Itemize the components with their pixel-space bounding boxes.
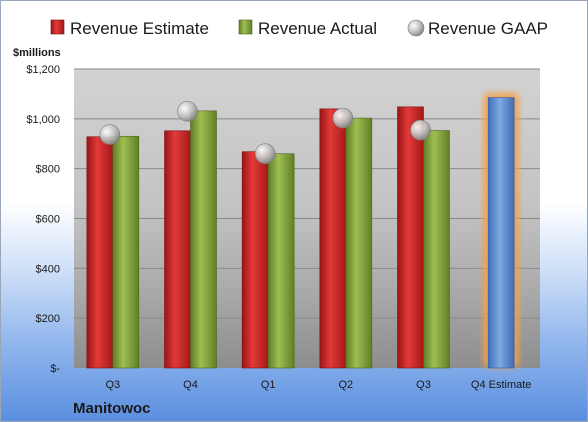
y-tick-label: $- [50, 363, 60, 375]
bar-revenue-actual [423, 130, 450, 369]
x-tick-label: Q1 [261, 379, 276, 391]
point-revenue-gaap [177, 101, 198, 122]
point-revenue-gaap [332, 107, 354, 129]
bars [86, 92, 520, 369]
legend: Revenue Estimate Revenue Actual Revenue GA… [50, 19, 548, 38]
bar-revenue-estimate [241, 151, 269, 369]
y-tick-label: $1,200 [26, 64, 60, 76]
company-name: Manitowoc [73, 400, 151, 417]
y-tick-label: $200 [36, 313, 60, 325]
legend-swatch [50, 19, 65, 35]
x-tick-label: Q3 [416, 379, 431, 391]
y-tick-label: $400 [36, 263, 60, 275]
y-tick-label: $1,000 [26, 114, 60, 126]
legend-swatch [238, 19, 253, 35]
bar-revenue-actual [345, 117, 373, 369]
x-tick-label: Q4 [183, 379, 198, 391]
x-tick-label: Q4 Estimate [471, 379, 532, 391]
point-revenue-gaap [254, 143, 276, 165]
bar-revenue-estimate [86, 136, 114, 369]
legend-label: Revenue GAAP [428, 19, 548, 38]
bar-revenue-actual [267, 153, 295, 369]
y-tick-label: $800 [36, 164, 60, 176]
y-tick-label: $600 [36, 214, 60, 226]
bar-revenue-estimate [487, 97, 515, 369]
bar-revenue-actual [190, 110, 217, 369]
legend-swatch [407, 19, 425, 37]
bar-revenue-estimate [319, 108, 347, 369]
unit-label: $millions [13, 47, 61, 59]
point-revenue-gaap [410, 119, 431, 141]
legend-label: Revenue Actual [258, 19, 377, 38]
x-tick-label: Q3 [105, 379, 120, 391]
x-axis: Q3 Q4 Q1 Q2 Q3 Q4 Estimate [105, 379, 531, 391]
y-axis: $- $200 $400 $600 $800 $1,000 $1,200 [26, 64, 60, 375]
gridlines [74, 68, 540, 319]
bar-revenue-estimate [164, 130, 191, 369]
bar-revenue-estimate [397, 106, 424, 369]
legend-label: Revenue Estimate [70, 19, 209, 38]
point-revenue-gaap [99, 124, 121, 145]
bar-revenue-actual [112, 135, 140, 369]
x-tick-label: Q2 [338, 379, 353, 391]
